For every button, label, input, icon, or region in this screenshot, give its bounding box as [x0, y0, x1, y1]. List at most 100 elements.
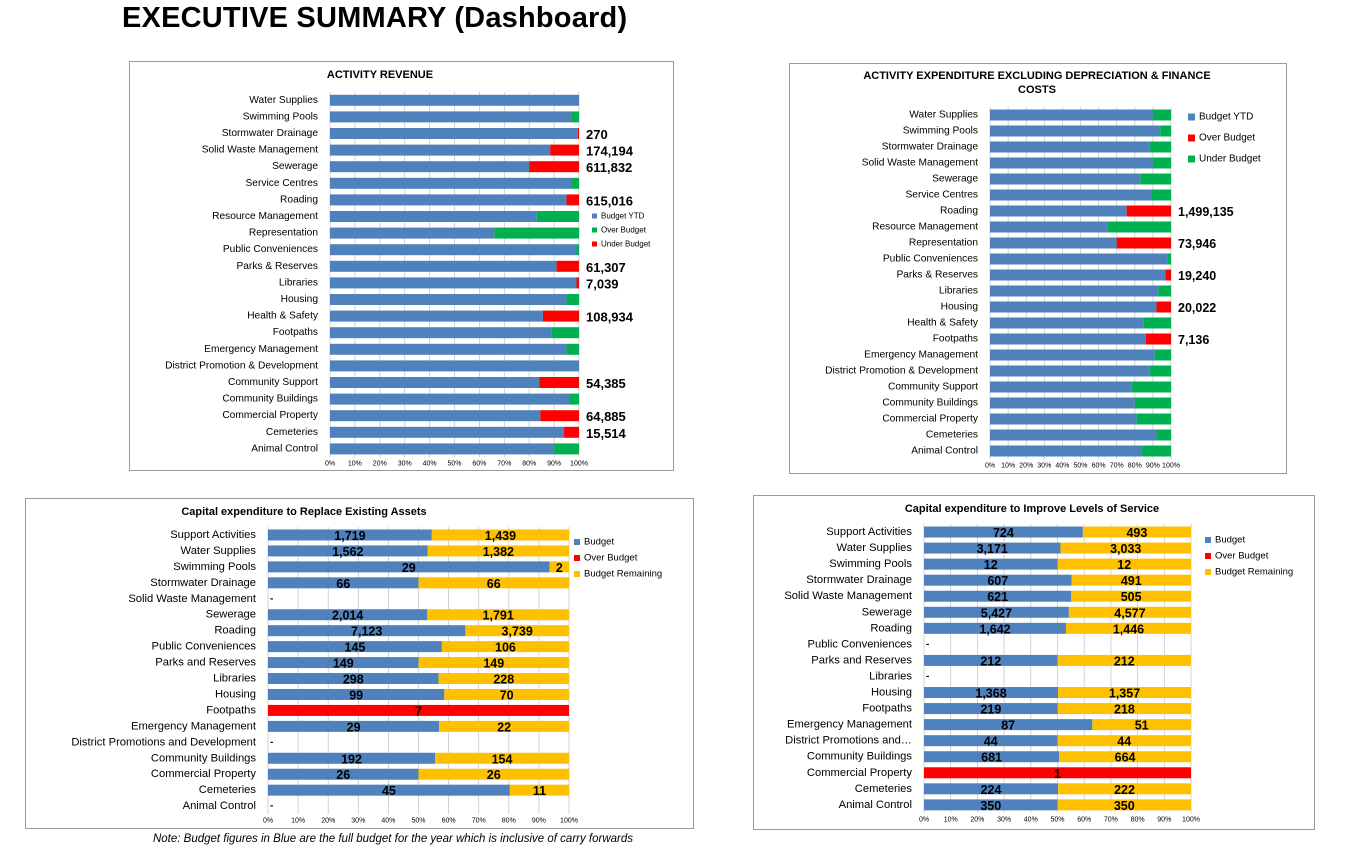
legend-label: Budget Remaining [1215, 567, 1293, 578]
bar-budget-remaining [1058, 687, 1191, 699]
x-tick-label: 80% [1128, 463, 1142, 470]
category-label: Animal Control [839, 799, 912, 811]
category-label: Service Centres [906, 190, 978, 201]
legend-label: Over Budget [1199, 133, 1255, 144]
bar-budget-ytd [990, 125, 1161, 137]
bar-over-budget [268, 704, 569, 716]
data-label: 7,039 [586, 276, 619, 291]
data-label: 505 [1121, 590, 1142, 604]
x-tick-label: 0% [263, 818, 273, 825]
bar-budget-ytd [990, 349, 1155, 361]
bar-budget-ytd [330, 393, 570, 405]
data-label: 219 [980, 703, 1001, 717]
bar-budget-ytd [330, 177, 573, 189]
bar-budget [268, 657, 419, 669]
x-tick-label: 0% [325, 461, 335, 468]
empty-marker: - [926, 639, 929, 650]
legend-label: Budget YTD [1199, 112, 1253, 123]
capex-improve-chart: Capital expenditure to Improve Levels of… [753, 495, 1315, 830]
x-tick-label: 30% [997, 816, 1011, 823]
x-tick-label: 40% [423, 461, 437, 468]
legend-label: Under Budget [1199, 154, 1261, 165]
bar-budget-ytd [330, 360, 579, 372]
bar-under-budget [1142, 445, 1171, 457]
bar-budget-remaining [435, 752, 569, 764]
data-label: 12 [984, 558, 998, 572]
x-tick-label: 100% [1162, 463, 1180, 470]
bar-over-budget [551, 327, 579, 339]
x-tick-label: 100% [1182, 816, 1200, 823]
legend-swatch [1205, 569, 1211, 575]
data-label: 1,382 [483, 545, 514, 559]
category-label: Public Conveniences [883, 254, 978, 265]
legend-label: Over Budget [584, 553, 638, 564]
category-label: Support Activities [170, 529, 256, 541]
x-tick-label: 10% [348, 461, 362, 468]
bar-budget-remaining [1058, 783, 1191, 795]
category-label: Representation [249, 228, 318, 239]
data-label: 218 [1114, 703, 1135, 717]
category-label: Cemeteries [855, 783, 913, 795]
category-label: Libraries [869, 670, 912, 682]
data-label: 54,385 [586, 376, 626, 391]
data-label: 493 [1126, 526, 1147, 540]
data-label: 3,171 [977, 542, 1008, 556]
bar-budget-ytd [990, 189, 1152, 201]
bar-budget-ytd [990, 157, 1153, 169]
x-tick-label: 80% [502, 818, 516, 825]
bar-budget-remaining [1082, 526, 1191, 538]
data-label: 212 [980, 654, 1001, 668]
legend-label: Budget Remaining [584, 569, 662, 580]
category-label: Health & Safety [907, 318, 979, 329]
bar-budget [268, 561, 550, 573]
category-label: Housing [215, 688, 256, 700]
category-label: Roading [870, 622, 912, 634]
bar-over-budget [566, 294, 579, 305]
bar-budget [268, 688, 445, 700]
category-label: Footpaths [206, 704, 256, 716]
activity-expenditure-chart: ACTIVITY EXPENDITURE EXCLUDING DEPRECIAT… [789, 63, 1287, 474]
bar-under-budget [1154, 349, 1171, 361]
bar-over-budget [1145, 333, 1171, 345]
empty-marker: - [270, 801, 273, 812]
x-tick-label: 30% [398, 461, 412, 468]
bar-under-budget [1152, 157, 1171, 169]
category-label: Animal Control [911, 446, 978, 457]
category-label: Emergency Management [204, 344, 318, 355]
data-label: 2,014 [332, 609, 363, 623]
category-label: Parks & Reserves [896, 270, 978, 281]
legend-swatch [1188, 113, 1195, 121]
bar-budget-ytd [330, 94, 579, 106]
data-label: 192 [341, 752, 362, 766]
bar-under-budget [1156, 429, 1171, 441]
category-label: Health & Safety [247, 311, 319, 322]
data-label: 70 [500, 688, 514, 702]
legend-label: Over Budget [601, 226, 647, 235]
chart-title: ACTIVITY EXPENDITURE EXCLUDING DEPRECIAT… [863, 70, 1210, 82]
bar-budget [924, 526, 1083, 538]
bar-budget [924, 799, 1058, 811]
category-label: Animal Control [251, 443, 318, 454]
data-label: 224 [981, 783, 1002, 797]
bar-over-budget [572, 177, 579, 189]
bar-under-budget [1160, 125, 1171, 137]
bar-budget-ytd [330, 227, 495, 239]
data-label: 270 [586, 127, 608, 142]
bar-budget-remaining [1057, 735, 1191, 747]
bar-budget [924, 687, 1059, 699]
category-label: Swimming Pools [829, 558, 912, 570]
category-label: Roading [214, 625, 256, 637]
category-label: Solid Waste Management [862, 158, 978, 169]
category-label: Stormwater Drainage [806, 574, 912, 586]
category-label: Emergency Management [864, 350, 978, 361]
bar-budget [268, 641, 442, 653]
footnote: Note: Budget figures in Blue are the ful… [152, 833, 634, 845]
bar-budget-remaining [1059, 751, 1191, 763]
data-label: 1,439 [485, 529, 516, 543]
bar-budget-remaining [427, 609, 569, 621]
x-tick-label: 70% [472, 818, 486, 825]
x-tick-label: 60% [472, 461, 486, 468]
category-label: Support Activities [826, 526, 912, 538]
bar-budget-remaining [1071, 590, 1191, 602]
bar-over-budget [536, 211, 579, 222]
